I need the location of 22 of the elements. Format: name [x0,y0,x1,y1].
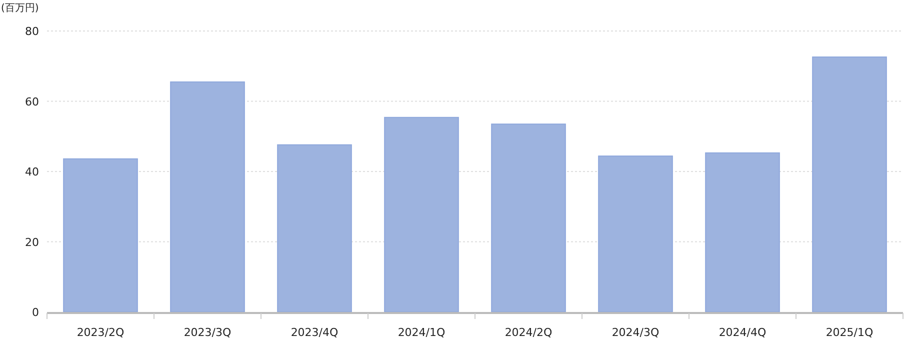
x-tick-label: 2024/2Q [504,326,553,339]
bar [277,144,352,312]
bar [598,156,673,312]
bar [384,116,459,312]
y-tick-label: 80 [25,25,39,38]
y-tick-label: 20 [25,236,39,249]
x-tick-label: 2024/3Q [612,326,660,339]
y-tick-label: 60 [25,95,39,108]
bar [705,152,780,312]
bar [63,158,138,312]
x-tick-label: 2024/1Q [398,326,446,339]
y-tick-label: 0 [32,306,39,319]
x-tick-label: 2023/2Q [76,326,125,339]
bar [491,124,566,312]
bar [812,56,887,312]
y-axis-title: (百万円) [1,3,39,14]
y-tick-label: 40 [25,166,39,178]
x-tick-label: 2025/1Q [826,326,874,339]
x-tick-label: 2024/4Q [718,326,767,339]
x-tick-label: 2023/4Q [290,326,339,339]
bar [170,81,245,312]
x-tick-label: 2023/3Q [184,326,232,339]
